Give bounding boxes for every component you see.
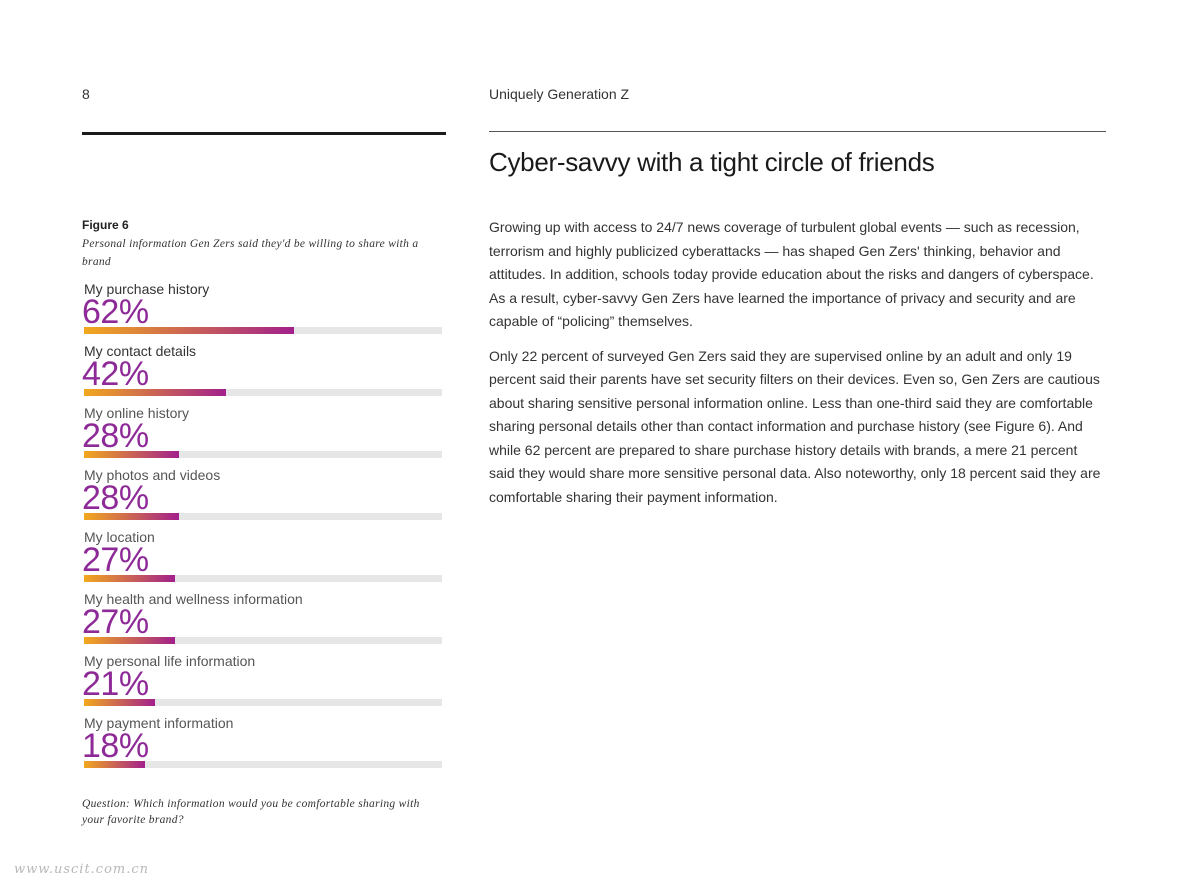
bar-category-label: My payment information bbox=[84, 715, 234, 731]
bar-fill bbox=[84, 575, 175, 582]
bar-fill bbox=[84, 451, 179, 458]
bar-item: My health and wellness information 27% bbox=[82, 590, 444, 652]
figure-label: Figure 6 bbox=[82, 218, 129, 232]
bar-value-label: 28% bbox=[82, 417, 149, 455]
bar-fill bbox=[84, 637, 175, 644]
bar-fill bbox=[84, 327, 294, 334]
bar-track bbox=[84, 389, 442, 396]
page-number: 8 bbox=[82, 86, 90, 102]
bar-value-label: 42% bbox=[82, 355, 149, 393]
bar-item: My photos and videos 28% bbox=[82, 466, 444, 528]
bar-category-label: My online history bbox=[84, 405, 190, 421]
bar-category-label: My photos and videos bbox=[84, 467, 221, 483]
bar-track bbox=[84, 637, 442, 644]
bar-fill bbox=[84, 513, 179, 520]
bar-track bbox=[84, 699, 442, 706]
bar-item: My personal life information 21% bbox=[82, 652, 444, 714]
bar-value-label: 21% bbox=[82, 665, 149, 703]
bar-value-label: 27% bbox=[82, 541, 149, 579]
bar-category-label: My location bbox=[84, 529, 155, 545]
watermark: www.uscit.com.cn bbox=[14, 862, 150, 877]
article-paragraph: Only 22 percent of surveyed Gen Zers sai… bbox=[489, 347, 1101, 505]
bar-value-label: 62% bbox=[82, 293, 149, 331]
article-body: Growing up with access to 24/7 news cove… bbox=[489, 216, 1106, 520]
bar-item: My online history 28% bbox=[82, 404, 444, 466]
bar-value-label: 18% bbox=[82, 727, 149, 765]
bar-fill bbox=[84, 699, 155, 706]
bar-item: My location 27% bbox=[82, 528, 444, 590]
bar-category-label: My personal life information bbox=[84, 653, 256, 669]
bar-value-label: 28% bbox=[82, 479, 149, 517]
figure-question: Question: Which information would you be… bbox=[82, 798, 420, 826]
article-paragraph: Growing up with access to 24/7 news cove… bbox=[489, 219, 1094, 329]
bar-chart: My purchase history 62% My contact details… bbox=[82, 280, 444, 776]
bar-value-label: 27% bbox=[82, 603, 149, 641]
bar-category-label: My purchase history bbox=[84, 281, 210, 297]
running-head: Uniquely Generation Z bbox=[489, 86, 630, 102]
bar-track bbox=[84, 761, 442, 768]
bar-track bbox=[84, 327, 442, 334]
bar-track bbox=[84, 513, 442, 520]
bar-track bbox=[84, 575, 442, 582]
bar-item: My purchase history 62% bbox=[82, 280, 444, 342]
bar-fill bbox=[84, 761, 145, 768]
rule-left bbox=[82, 132, 446, 135]
bar-track bbox=[84, 451, 442, 458]
rule-right bbox=[489, 131, 1106, 132]
bar-category-label: My contact details bbox=[84, 343, 197, 359]
bar-item: My payment information 18% bbox=[82, 714, 444, 776]
bar-item: My contact details 42% bbox=[82, 342, 444, 404]
bar-category-label: My health and wellness information bbox=[84, 591, 303, 607]
article-headline: Cyber-savvy with a tight circle of frien… bbox=[489, 147, 935, 177]
bar-fill bbox=[84, 389, 226, 396]
figure-caption: Personal information Gen Zers said they'… bbox=[82, 238, 419, 268]
